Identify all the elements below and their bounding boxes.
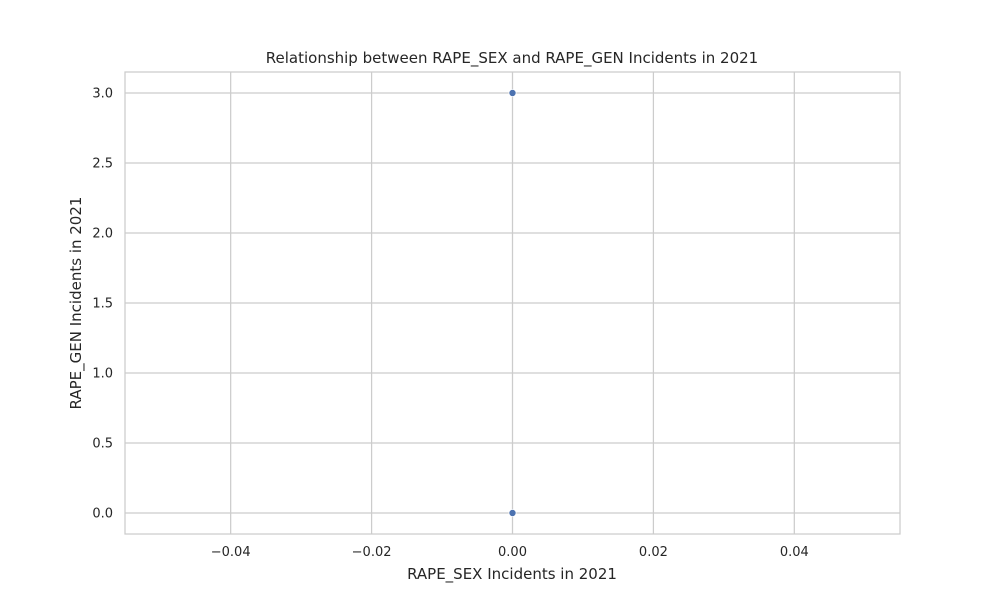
x-axis-title: RAPE_SEX Incidents in 2021 bbox=[407, 565, 617, 584]
grid-layer bbox=[125, 72, 900, 534]
chart-title: Relationship between RAPE_SEX and RAPE_G… bbox=[266, 49, 758, 68]
plot-frame bbox=[124, 71, 901, 535]
y-tick-label: 2.5 bbox=[92, 157, 113, 172]
points-layer bbox=[508, 89, 517, 517]
data-point bbox=[508, 89, 517, 98]
x-tick-labels: −0.04 −0.02 0.00 0.02 0.04 bbox=[211, 545, 809, 560]
x-tick-label: −0.04 bbox=[211, 545, 251, 560]
y-tick-labels: 0.0 0.5 1.0 1.5 2.0 2.5 3.0 bbox=[92, 87, 113, 522]
y-tick-label: 1.0 bbox=[92, 367, 113, 382]
x-tick-label: 0.00 bbox=[498, 545, 527, 560]
y-tick-label: 0.0 bbox=[92, 507, 113, 522]
y-tick-label: 0.5 bbox=[92, 437, 113, 452]
y-tick-label: 1.5 bbox=[92, 297, 113, 312]
x-tick-label: −0.02 bbox=[352, 545, 392, 560]
x-tick-label: 0.02 bbox=[639, 545, 668, 560]
y-tick-label: 3.0 bbox=[92, 87, 113, 102]
y-axis-title: RAPE_GEN Incidents in 2021 bbox=[67, 197, 86, 410]
data-point bbox=[508, 508, 517, 517]
y-tick-label: 2.0 bbox=[92, 227, 113, 242]
x-tick-label: 0.04 bbox=[780, 545, 809, 560]
